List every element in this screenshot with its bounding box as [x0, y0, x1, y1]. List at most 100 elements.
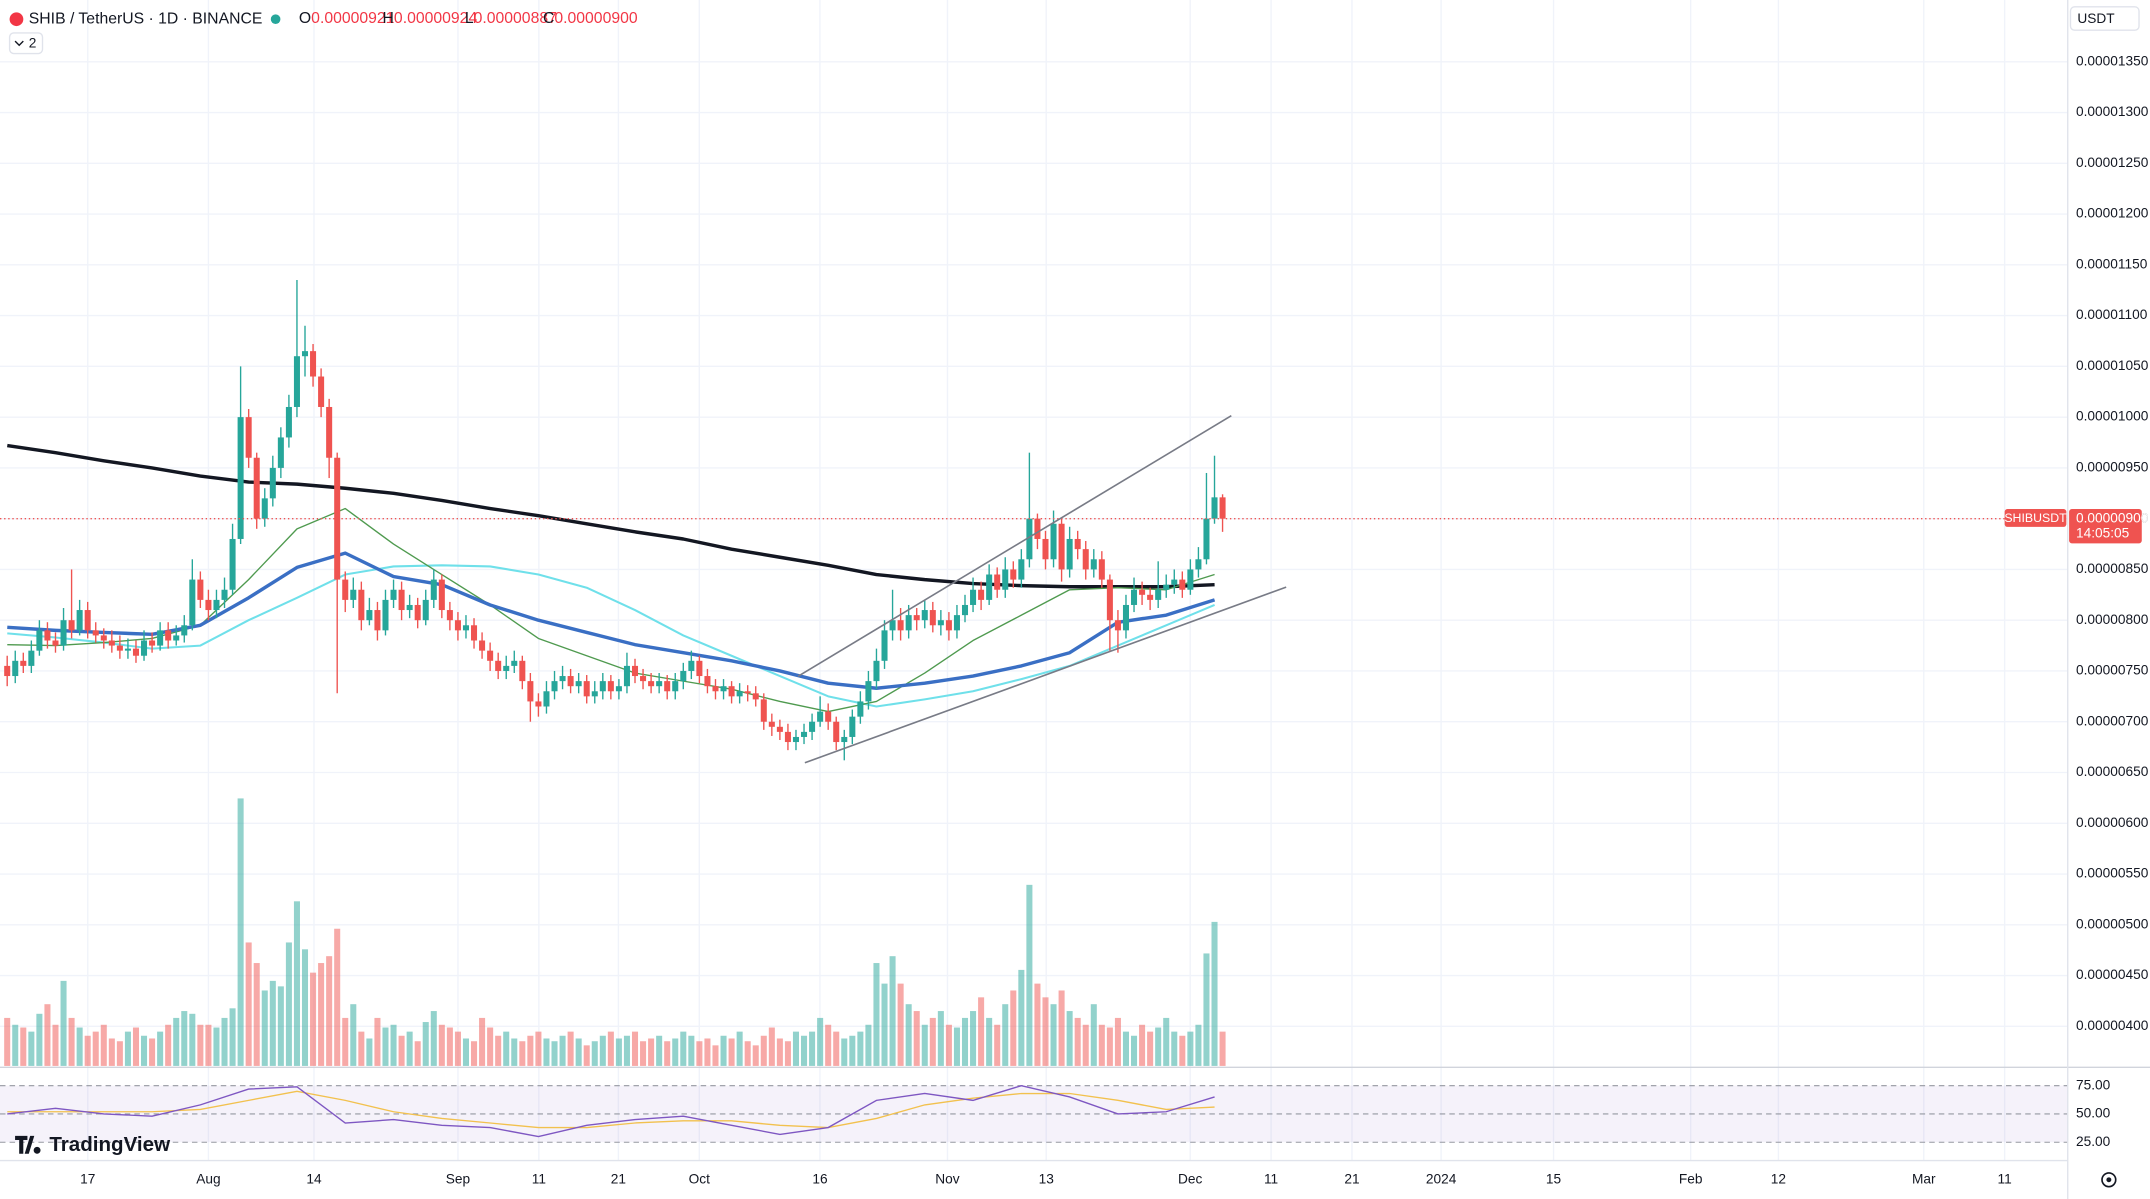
- volume-bar: [293, 901, 300, 1066]
- volume-bar: [648, 1038, 655, 1066]
- volume-bar: [366, 1038, 373, 1066]
- candle-body: [559, 676, 566, 682]
- candle-body: [1195, 559, 1202, 570]
- volume-bar: [60, 980, 67, 1066]
- candle-body: [672, 681, 679, 692]
- volume-bar: [953, 1027, 960, 1066]
- candle-body: [986, 574, 993, 600]
- candle-body: [817, 711, 824, 722]
- candle-body: [881, 630, 888, 661]
- volume-bar: [414, 1041, 421, 1066]
- candle-body: [358, 589, 365, 621]
- volume-bar: [1187, 1031, 1194, 1066]
- candle-body: [165, 630, 172, 641]
- candle-body: [503, 665, 510, 671]
- volume-bar: [768, 1027, 775, 1066]
- volume-bar: [881, 983, 888, 1066]
- candle-body: [479, 640, 486, 651]
- candle-body: [173, 635, 180, 641]
- volume-bar: [1211, 921, 1218, 1066]
- candle-body: [1171, 579, 1178, 585]
- candle-body: [253, 457, 260, 519]
- candle-body: [599, 681, 606, 692]
- candle-body: [1090, 559, 1097, 570]
- toggle-box[interactable]: [8, 32, 44, 55]
- candle-body: [269, 467, 276, 499]
- symbol-tag: [2004, 509, 2067, 527]
- candle-body: [132, 648, 139, 656]
- candle-body: [720, 686, 727, 692]
- volume-bar: [744, 1041, 751, 1066]
- volume-bar: [736, 1031, 743, 1066]
- volume-bar: [310, 972, 317, 1066]
- volume-bar: [173, 1017, 180, 1066]
- x-tick-label: Nov: [935, 1171, 960, 1186]
- ohlc-key: O: [299, 10, 311, 27]
- candle-body: [913, 615, 920, 621]
- candle-body: [519, 660, 526, 682]
- candle-body: [398, 589, 405, 611]
- candle-body: [680, 670, 687, 682]
- volume-bar: [672, 1038, 679, 1066]
- x-tick-label: 14: [306, 1171, 322, 1186]
- volume-bar: [1155, 1027, 1162, 1066]
- indicators-toggle[interactable]: 2: [8, 32, 44, 55]
- y-tick-label: 0.00000400: [2076, 1018, 2149, 1033]
- x-tick-label: 11: [1264, 1171, 1278, 1186]
- volume-bar: [269, 980, 276, 1066]
- countdown: 14:05:05: [2076, 525, 2130, 540]
- volume-bar: [76, 1027, 83, 1066]
- candle-body: [149, 640, 156, 646]
- currency-box[interactable]: [2069, 6, 2140, 31]
- candle-body: [535, 701, 542, 707]
- candle-body: [736, 691, 743, 697]
- candle-body: [1155, 589, 1162, 600]
- volume-bar: [664, 1041, 671, 1066]
- volume-bar: [857, 1031, 864, 1066]
- currency[interactable]: USDT: [2077, 11, 2115, 26]
- candle-body: [1010, 569, 1017, 580]
- candle-body: [664, 681, 671, 692]
- candle-body: [792, 736, 799, 743]
- ohlc-key: L: [465, 10, 474, 27]
- candle-body: [100, 635, 107, 641]
- candle-body: [945, 620, 952, 631]
- candle-body: [181, 625, 188, 636]
- y-tick-label: 0.00000800: [2076, 612, 2149, 627]
- candle-body: [1058, 523, 1065, 570]
- candle-body: [905, 615, 912, 631]
- candle-body: [648, 681, 655, 687]
- candle-body: [1219, 497, 1226, 519]
- volume-bar: [342, 1017, 349, 1066]
- candle-body: [809, 721, 816, 732]
- rsi-line: [7, 1084, 1215, 1138]
- candle-body: [937, 620, 944, 626]
- y-tick-label: 0.00000600: [2076, 815, 2149, 830]
- x-tick-label: Dec: [1178, 1171, 1203, 1186]
- candle-body: [382, 599, 389, 631]
- volume-bar: [1050, 1004, 1057, 1066]
- volume-bar: [4, 1017, 11, 1066]
- candle-body: [801, 731, 808, 737]
- candle-body: [615, 686, 622, 692]
- candle-body: [841, 736, 848, 743]
- volume-bar: [197, 1024, 204, 1066]
- candle-body: [656, 681, 663, 687]
- moving-average: [7, 551, 1216, 690]
- volume-bar: [696, 1041, 703, 1066]
- candle-body: [849, 716, 856, 737]
- x-tick-label: 13: [1039, 1171, 1055, 1186]
- candle-body: [342, 579, 349, 600]
- candle-body: [929, 610, 936, 626]
- candle-body: [1018, 559, 1025, 580]
- volume-bar: [1195, 1024, 1202, 1066]
- candle-body: [543, 691, 550, 707]
- volume-bar: [149, 1038, 156, 1066]
- overlay: SHIB / TetherUS · 1D · BINANCE O0.000009…: [8, 6, 2140, 1188]
- volume-bar: [28, 1031, 35, 1066]
- x-tick-label: 17: [80, 1171, 95, 1186]
- volume-bar: [36, 1013, 43, 1066]
- volume-bar: [599, 1035, 606, 1066]
- settings-icon[interactable]: [2101, 1172, 2117, 1188]
